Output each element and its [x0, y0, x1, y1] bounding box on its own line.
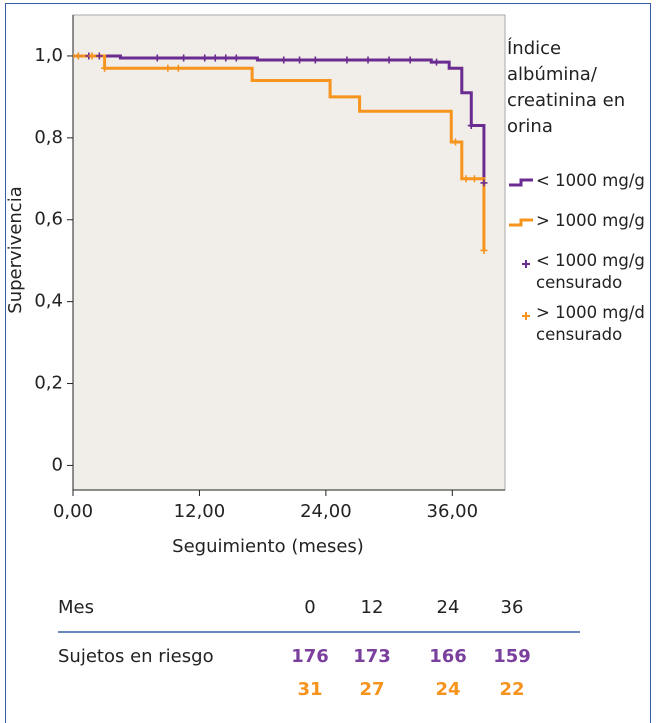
censor-mark	[88, 52, 96, 60]
legend-label: < 1000 mg/g	[536, 171, 645, 190]
censor-mark	[364, 56, 372, 64]
censor-mark	[480, 246, 488, 254]
censor-mark	[222, 54, 230, 62]
y-tick-label: 0,2	[34, 373, 63, 394]
censor-mark	[280, 56, 288, 64]
plot-area	[72, 14, 506, 491]
censor-mark	[95, 52, 103, 60]
censor-mark	[385, 56, 393, 64]
y-tick-label: 0,8	[34, 127, 63, 148]
table-month: 12	[361, 597, 384, 618]
censor-mark	[311, 56, 319, 64]
censor-mark	[201, 54, 209, 62]
censor-mark	[211, 54, 219, 62]
censor-mark	[174, 64, 182, 72]
risk-count: 31	[297, 679, 322, 700]
legend-label: < 1000 mg/g censurado	[536, 251, 645, 292]
y-tick-label: 0,4	[34, 291, 63, 312]
risk-count: 173	[353, 646, 391, 667]
survival-line	[73, 54, 486, 251]
censor-mark	[101, 64, 109, 72]
x-tick-label: 12,00	[174, 501, 226, 522]
censor-mark	[74, 52, 82, 60]
censor-mark	[480, 179, 488, 187]
table-month: 36	[501, 597, 524, 618]
censor-mark	[451, 138, 459, 146]
censor-mark	[180, 54, 188, 62]
legend-symbol	[522, 260, 530, 268]
censor-mark	[343, 56, 351, 64]
legend-symbol	[509, 178, 533, 187]
x-tick-label: 0,00	[53, 501, 93, 522]
risk-count: 176	[291, 646, 329, 667]
censor-mark	[153, 54, 161, 62]
risk-count: 27	[359, 679, 384, 700]
legend-symbol	[522, 312, 530, 320]
risk-count: 24	[435, 679, 460, 700]
table-month: 24	[437, 597, 460, 618]
censor-mark	[232, 54, 240, 62]
frame	[5, 3, 651, 723]
risk-count: 166	[429, 646, 467, 667]
table-header: Mes	[58, 597, 94, 618]
legend-symbol	[509, 218, 533, 227]
table-month: 0	[304, 597, 315, 618]
censor-mark	[164, 64, 172, 72]
risk-count: 22	[499, 679, 524, 700]
y-tick-label: 0	[52, 454, 63, 475]
censor-mark	[433, 58, 441, 66]
legend-label: > 1000 mg/d censurado	[536, 303, 645, 344]
y-tick-label: 0,6	[34, 209, 63, 230]
censor-mark	[467, 122, 475, 130]
censor-mark	[296, 56, 304, 64]
legend-label: > 1000 mg/g	[536, 211, 645, 230]
censor-mark	[470, 175, 478, 183]
risk-count: 159	[493, 646, 531, 667]
y-tick-label: 1,0	[34, 45, 63, 66]
table-row-label: Sujetos en riesgo	[58, 646, 214, 667]
x-tick-label: 24,00	[300, 501, 352, 522]
legend-title: Índice albúmina/ creatinina en orina	[507, 38, 626, 137]
x-axis-label: Seguimiento (meses)	[172, 536, 364, 557]
y-axis-label: Supervivencia	[5, 186, 26, 313]
censor-mark	[406, 56, 414, 64]
survival-line	[73, 54, 486, 183]
censor-mark	[462, 175, 470, 183]
x-tick-label: 36,00	[427, 501, 479, 522]
